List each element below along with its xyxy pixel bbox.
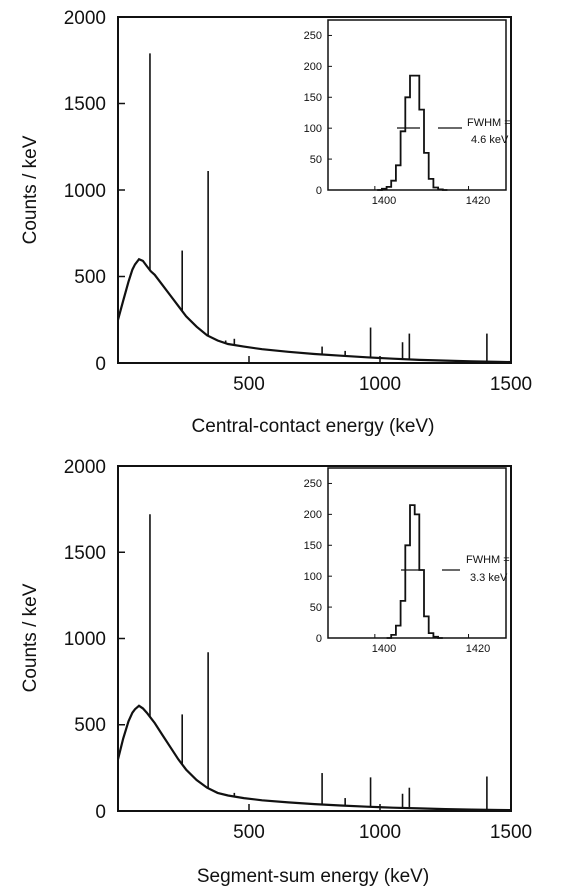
inset-frame (327, 467, 507, 639)
panel-segment-sum: 0 500 1000 1500 2000 500 1000 1500 Segme… (20, 457, 532, 887)
continuum-line (116, 704, 512, 812)
y-axis-label: Counts / keV (20, 135, 41, 244)
inset-ticks (328, 34, 470, 191)
x-tick-label: 500 (233, 374, 265, 395)
y-tick-label: 1500 (64, 94, 106, 115)
y-axis-label: Counts / keV (20, 583, 41, 692)
inset-y-tick-label: 150 (304, 92, 322, 104)
inset-peak-line (377, 74, 448, 191)
y-tick-label: 500 (74, 267, 106, 288)
fwhm-label-line1: FWHM = (467, 117, 511, 129)
fwhm-label-line2: 3.3 keV (470, 572, 508, 584)
inset-y-tick-label: 250 (304, 478, 322, 490)
y-tick-label: 2000 (64, 457, 106, 478)
inset-y-tick-label: 100 (304, 571, 322, 583)
x-tick-label: 1000 (359, 374, 401, 395)
inset-plot: 0 50 100 150 200 250 1400 1420 FWHM = 4.… (304, 19, 511, 207)
fwhm-label-line1: FWHM = (466, 554, 510, 566)
x-tick-label: 1500 (490, 822, 532, 843)
continuum-line (116, 257, 512, 364)
inset-plot: 0 50 100 150 200 250 1400 1420 FWHM = 3.… (304, 467, 510, 655)
x-tick-label: 1500 (490, 374, 532, 395)
x-axis-label: Central-contact energy (keV) (192, 416, 435, 437)
y-tick-label: 1000 (64, 181, 106, 202)
inset-y-tick-label: 50 (310, 602, 322, 614)
y-tick-label: 500 (74, 715, 106, 736)
peak-lines (149, 514, 488, 810)
inset-x-tick-label: 1400 (372, 643, 396, 655)
inset-x-tick-label: 1420 (466, 195, 490, 207)
inset-y-tick-label: 200 (304, 61, 322, 73)
inset-x-tick-label: 1420 (466, 643, 490, 655)
inset-y-tick-label: 0 (316, 185, 322, 197)
y-tick-label: 2000 (64, 8, 106, 29)
inset-x-tick-label: 1400 (372, 195, 396, 207)
fwhm-label-line2: 4.6 keV (471, 134, 509, 146)
panel-central-contact: 0 500 1000 1500 2000 500 1000 1500 Centr… (20, 8, 532, 437)
x-tick-label: 500 (233, 822, 265, 843)
y-tick-label: 1500 (64, 543, 106, 564)
inset-y-tick-label: 200 (304, 509, 322, 521)
y-tick-label: 0 (95, 802, 106, 823)
inset-peak-line (386, 504, 443, 639)
peak-lines (149, 53, 488, 362)
x-tick-label: 1000 (359, 822, 401, 843)
y-tick-label: 1000 (64, 629, 106, 650)
inset-y-tick-label: 250 (304, 30, 322, 42)
inset-ticks (328, 482, 470, 639)
inset-y-tick-label: 100 (304, 123, 322, 135)
x-axis-label: Segment-sum energy (keV) (197, 866, 429, 887)
inset-y-tick-label: 150 (304, 540, 322, 552)
inset-frame (327, 19, 507, 191)
inset-y-tick-label: 0 (316, 633, 322, 645)
y-tick-label: 0 (95, 354, 106, 375)
inset-y-tick-label: 50 (310, 154, 322, 166)
